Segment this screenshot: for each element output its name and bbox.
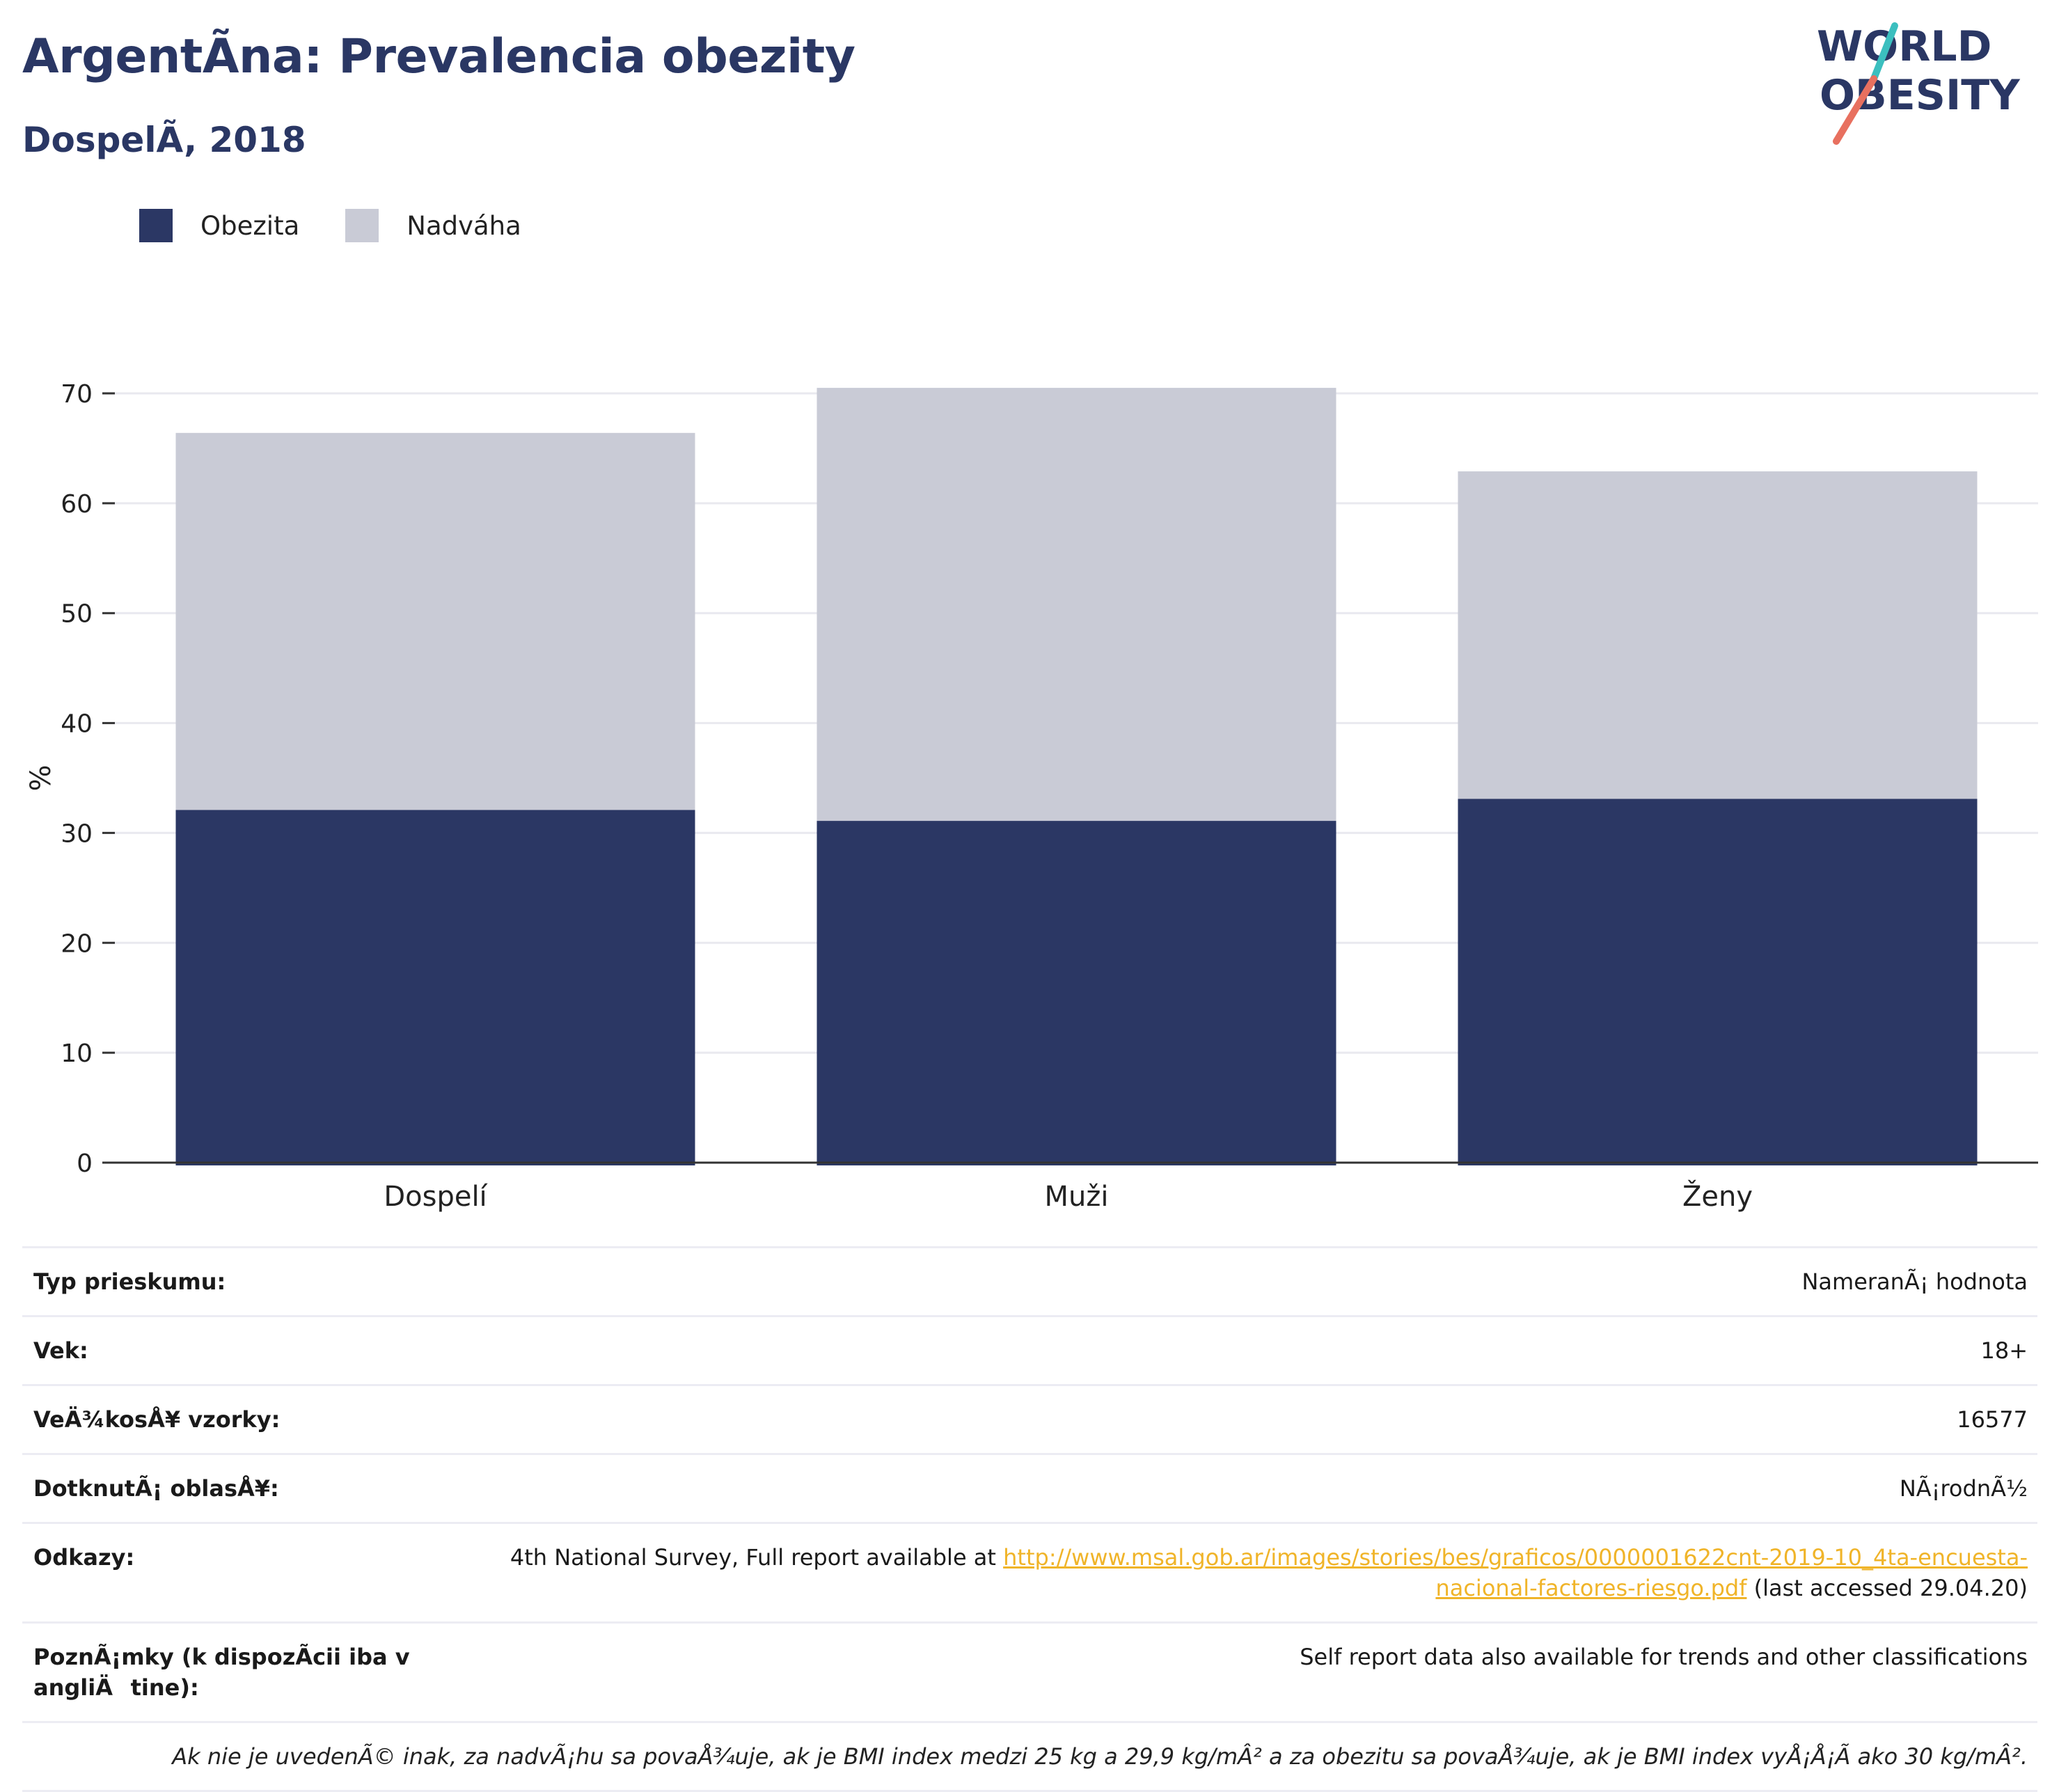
- legend-item-nadvaha[interactable]: Nadváha: [345, 209, 521, 242]
- info-row-age: Vek: 18+: [22, 1315, 2037, 1385]
- chart-subtitle: DospelÃ, 2018: [22, 120, 306, 160]
- age-label: Vek:: [22, 1315, 475, 1385]
- survey-type-label: Typ prieskumu:: [22, 1246, 475, 1317]
- y-tick-label: 40: [61, 710, 93, 739]
- bar-obezita: [1458, 799, 1978, 1165]
- notes-value: Self report data also available for tren…: [475, 1621, 2037, 1722]
- y-tick-label: 50: [61, 600, 93, 629]
- y-tick-label: 30: [61, 819, 93, 848]
- age-value: 18+: [475, 1315, 2037, 1385]
- references-label: Odkazy:: [22, 1522, 475, 1623]
- sample-size-value: 16577: [475, 1384, 2037, 1454]
- legend-label-nadvaha: Nadváha: [407, 210, 521, 241]
- footnote: Ak nie je uvedenÃ© inak, za nadvÃ¡hu sa …: [22, 1721, 2037, 1792]
- info-row-area: DotknutÃ¡ oblasÅ¥: NÃ¡rodnÃ½: [22, 1453, 2037, 1523]
- info-row-sample-size: VeÄ¾kosÅ¥ vzorky: 16577: [22, 1384, 2037, 1454]
- y-axis-title: %: [25, 764, 57, 791]
- y-tick-label: 20: [61, 929, 93, 958]
- x-tick-label: Dospelí: [384, 1181, 488, 1213]
- references-suffix: (last accessed 29.04.20): [1746, 1575, 2028, 1601]
- logo-slash-coral: [1833, 75, 1877, 145]
- bar-nadvaha: [816, 388, 1336, 822]
- area-value: NÃ¡rodnÃ½: [475, 1453, 2037, 1523]
- legend-swatch-nadvaha: [345, 209, 379, 242]
- info-row-survey-type: Typ prieskumu: NameranÃ¡ hodnota: [22, 1246, 2037, 1317]
- x-tick-label: Ženy: [1682, 1179, 1753, 1213]
- references-link[interactable]: http://www.msal.gob.ar/images/stories/be…: [1003, 1544, 2028, 1601]
- y-tick-label: 0: [77, 1149, 93, 1178]
- references-value: 4th National Survey, Full report availab…: [475, 1522, 2037, 1623]
- y-tick-label: 70: [61, 380, 93, 409]
- legend-label-obezita: Obezita: [200, 210, 300, 241]
- info-row-notes: PoznÃ¡mky (k dispozÃcii iba v angliÄtin…: [22, 1621, 2037, 1722]
- info-table: Typ prieskumu: NameranÃ¡ hodnota Vek: 18…: [22, 1246, 2037, 1792]
- legend-swatch-obezita: [139, 209, 173, 242]
- notes-label: PoznÃ¡mky (k dispozÃcii iba v angliÄtin…: [22, 1621, 475, 1722]
- bar-obezita: [175, 810, 695, 1165]
- area-label: DotknutÃ¡ oblasÅ¥:: [22, 1453, 475, 1523]
- bar-nadvaha: [175, 432, 695, 810]
- references-prefix: 4th National Survey, Full report availab…: [510, 1544, 1004, 1571]
- x-tick-label: Muži: [1045, 1181, 1109, 1213]
- bar-chart: 0 10 20 30 40 50 60 70% Dospelí Muži Ženy: [25, 380, 2038, 1213]
- bar-nadvaha: [1458, 471, 1978, 799]
- bar-obezita: [816, 821, 1336, 1165]
- info-row-references: Odkazy: 4th National Survey, Full report…: [22, 1522, 2037, 1623]
- world-obesity-logo: WORLD OBESITY: [1817, 22, 2021, 145]
- legend: Obezita Nadváha: [139, 209, 567, 242]
- chart-title: ArgentÃna: Prevalencia obezity: [22, 29, 855, 84]
- logo-slash-teal: [1870, 22, 1898, 82]
- legend-item-obezita[interactable]: Obezita: [139, 209, 299, 242]
- y-tick-label: 60: [61, 490, 93, 519]
- info-row-footnote: Ak nie je uvedenÃ© inak, za nadvÃ¡hu sa …: [22, 1721, 2037, 1792]
- y-tick-label: 10: [61, 1039, 93, 1068]
- survey-type-value: NameranÃ¡ hodnota: [475, 1246, 2037, 1317]
- sample-size-label: VeÄ¾kosÅ¥ vzorky:: [22, 1384, 475, 1454]
- logo-word-world: WORLD: [1817, 22, 1991, 71]
